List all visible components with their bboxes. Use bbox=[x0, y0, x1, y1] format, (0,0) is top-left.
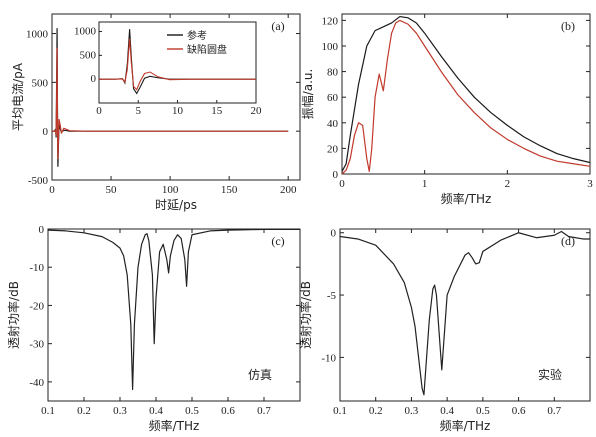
x-tick-label: 0.4 bbox=[440, 405, 454, 417]
y-tick-label: 0 bbox=[331, 228, 337, 240]
legend-entry: 参考 bbox=[187, 29, 207, 42]
inset-x-tick-label: 20 bbox=[251, 105, 263, 117]
x-tick-label: 0.7 bbox=[257, 405, 271, 417]
y-tick-label: 0 bbox=[39, 224, 45, 236]
inset-x-tick-label: 15 bbox=[211, 105, 223, 117]
plot-area bbox=[342, 15, 590, 174]
x-tick-label: 3 bbox=[587, 178, 593, 190]
x-tick-label: 100 bbox=[162, 184, 179, 196]
y-tick-label: 1000 bbox=[26, 29, 49, 41]
series-line-sim bbox=[48, 229, 300, 391]
x-tick-label: 0 bbox=[339, 178, 345, 190]
x-tick-label: 0.6 bbox=[512, 405, 526, 417]
panel-note: 实验 bbox=[538, 367, 562, 382]
chart-panel-b: 0 1 2 3 0 20 40 60 80 100 120 频率/THz 振幅/a.u. (b) bbox=[300, 13, 593, 206]
plot-area bbox=[52, 28, 289, 167]
chart-panel-a: 0 50 100 150 200-50005001000时延/ps平均电流/pA(a)0… bbox=[11, 13, 301, 212]
x-tick-label: 0.7 bbox=[547, 405, 561, 417]
y-tick-label: -5 bbox=[327, 290, 337, 302]
y-tick-label: 0 bbox=[333, 169, 339, 181]
plot-area bbox=[48, 229, 300, 391]
panel-label: (b) bbox=[561, 19, 575, 33]
x-tick-label: 0 bbox=[49, 184, 55, 196]
inset-x-tick-label: 0 bbox=[96, 105, 102, 117]
y-tick-label: -500 bbox=[28, 175, 49, 187]
y-axis-label: 振幅/a.u. bbox=[300, 69, 315, 120]
panel-note: 仿真 bbox=[248, 368, 272, 382]
x-axis-label: 频率/THz bbox=[441, 191, 492, 206]
plot-frame bbox=[339, 228, 591, 402]
x-axis-label: 频率/THz bbox=[149, 418, 200, 433]
inset-x-tick-label: 5 bbox=[136, 105, 142, 117]
y-tick-label: 60 bbox=[327, 92, 339, 104]
y-tick-label: -20 bbox=[29, 300, 44, 312]
y-tick-label: -10 bbox=[29, 262, 44, 274]
x-tick-label: 0.1 bbox=[41, 405, 55, 417]
x-tick-label: 2 bbox=[505, 178, 511, 190]
inset-y-tick-label: 500 bbox=[80, 49, 97, 61]
plot-area bbox=[340, 230, 590, 396]
x-tick-label: 0.2 bbox=[77, 405, 91, 417]
y-axis-label: 透射功率/dB bbox=[6, 281, 21, 349]
inset-background bbox=[73, 18, 262, 119]
y-axis-label: 透射功率/dB bbox=[298, 281, 313, 349]
y-tick-label: -30 bbox=[29, 339, 44, 351]
y-axis-label: 平均电流/pA bbox=[11, 62, 25, 131]
x-tick-label: 1 bbox=[422, 178, 428, 190]
legend-entry: 缺陷圆盘 bbox=[187, 43, 227, 56]
x-axis-label: 时延/ps bbox=[155, 198, 197, 212]
chart-panel-c: 0.1 0.2 0.3 0.4 0.5 0.6 0.7 0 -10 -20 -30 -40 频率/THz… bbox=[6, 224, 301, 433]
panel-label: (a) bbox=[271, 19, 284, 33]
x-tick-label: 150 bbox=[221, 184, 238, 196]
panel-label: (c) bbox=[271, 234, 284, 248]
y-tick-label: 40 bbox=[327, 118, 339, 130]
x-tick-label: 0.4 bbox=[149, 405, 163, 417]
y-tick-label: 120 bbox=[322, 15, 339, 27]
inset-y-tick-label: 1000 bbox=[74, 26, 97, 38]
x-tick-label: 0.3 bbox=[405, 405, 419, 417]
panel-label: (d) bbox=[561, 234, 575, 248]
y-tick-label: -10 bbox=[321, 352, 336, 364]
chart-panel-d: 0.1 0.2 0.3 0.4 0.5 0.6 0.7 0 -5 -10 频率/THz 透射功率/dB… bbox=[298, 228, 591, 433]
x-tick-label: 0.6 bbox=[221, 405, 235, 417]
inset-y-tick-label: 0 bbox=[91, 73, 97, 85]
x-tick-label: 50 bbox=[106, 184, 118, 196]
series-line-缺陷圆盘 bbox=[342, 19, 590, 174]
x-tick-label: 0.3 bbox=[113, 405, 127, 417]
x-tick-label: 0.5 bbox=[185, 405, 199, 417]
inset-x-tick-label: 10 bbox=[172, 105, 184, 117]
y-tick-label: 20 bbox=[327, 143, 339, 155]
x-tick-label: 0.5 bbox=[476, 405, 490, 417]
plot-frame bbox=[51, 13, 301, 181]
y-tick-label: 80 bbox=[327, 67, 339, 79]
x-tick-label: 200 bbox=[280, 184, 297, 196]
y-tick-label: 100 bbox=[322, 41, 339, 53]
series-line-exp bbox=[340, 230, 590, 396]
inset-series-line-缺陷圆盘 bbox=[99, 38, 256, 91]
x-axis-label: 频率/THz bbox=[440, 418, 491, 433]
series-line-参考 bbox=[342, 15, 590, 172]
y-tick-label: 0 bbox=[43, 126, 49, 138]
y-tick-label: -40 bbox=[29, 377, 44, 389]
series-line-缺陷圆盘 bbox=[52, 47, 289, 160]
x-tick-label: 0.2 bbox=[369, 405, 383, 417]
y-tick-label: 500 bbox=[32, 77, 49, 89]
plot-frame bbox=[341, 13, 591, 175]
plot-frame bbox=[47, 228, 301, 402]
x-tick-label: 0.1 bbox=[333, 405, 347, 417]
